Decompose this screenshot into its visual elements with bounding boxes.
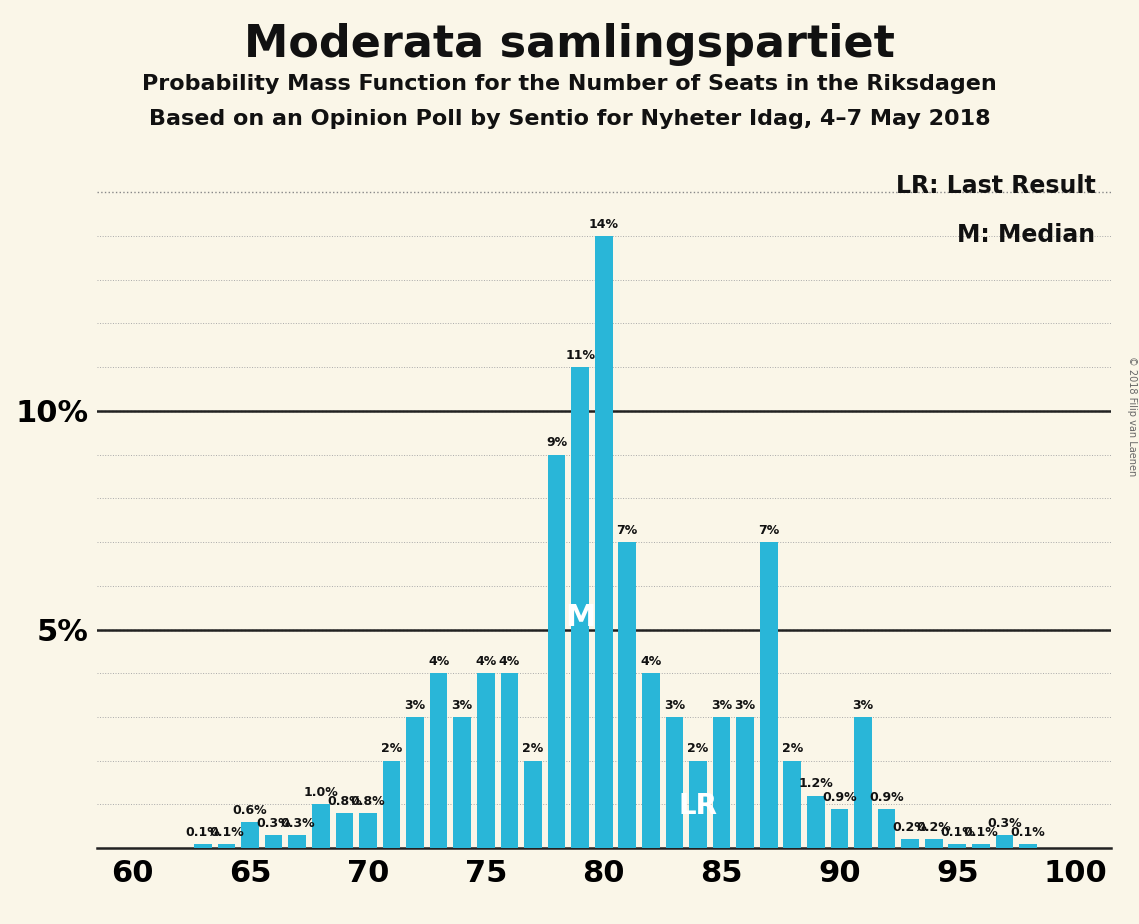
Bar bbox=[288, 835, 306, 848]
Text: 4%: 4% bbox=[499, 655, 521, 668]
Text: M: Median: M: Median bbox=[957, 223, 1096, 247]
Bar bbox=[854, 717, 871, 848]
Bar bbox=[383, 760, 400, 848]
Bar bbox=[689, 760, 707, 848]
Bar bbox=[264, 835, 282, 848]
Text: 2%: 2% bbox=[781, 743, 803, 756]
Text: 0.3%: 0.3% bbox=[280, 817, 314, 830]
Bar bbox=[808, 796, 825, 848]
Bar bbox=[995, 835, 1014, 848]
Text: 4%: 4% bbox=[640, 655, 662, 668]
Bar bbox=[453, 717, 472, 848]
Bar bbox=[830, 808, 849, 848]
Text: 0.2%: 0.2% bbox=[917, 821, 951, 834]
Text: 0.1%: 0.1% bbox=[186, 826, 220, 839]
Text: Moderata samlingspartiet: Moderata samlingspartiet bbox=[244, 23, 895, 67]
Text: 3%: 3% bbox=[664, 699, 685, 711]
Text: 4%: 4% bbox=[475, 655, 497, 668]
Text: 0.1%: 0.1% bbox=[940, 826, 975, 839]
Text: 3%: 3% bbox=[452, 699, 473, 711]
Text: LR: Last Result: LR: Last Result bbox=[895, 175, 1096, 199]
Text: 0.9%: 0.9% bbox=[869, 791, 904, 804]
Bar bbox=[595, 236, 613, 848]
Bar bbox=[972, 844, 990, 848]
Bar bbox=[618, 542, 636, 848]
Text: 9%: 9% bbox=[546, 436, 567, 449]
Bar bbox=[312, 805, 329, 848]
Bar bbox=[194, 844, 212, 848]
Bar bbox=[736, 717, 754, 848]
Bar bbox=[336, 813, 353, 848]
Bar bbox=[925, 840, 943, 848]
Text: LR: LR bbox=[679, 792, 718, 821]
Text: 0.3%: 0.3% bbox=[988, 817, 1022, 830]
Bar bbox=[1019, 844, 1036, 848]
Text: 0.6%: 0.6% bbox=[232, 804, 268, 817]
Bar bbox=[359, 813, 377, 848]
Bar bbox=[784, 760, 801, 848]
Text: 0.8%: 0.8% bbox=[351, 795, 385, 808]
Text: 0.1%: 0.1% bbox=[210, 826, 244, 839]
Text: 0.9%: 0.9% bbox=[822, 791, 857, 804]
Text: 3%: 3% bbox=[852, 699, 874, 711]
Text: 3%: 3% bbox=[711, 699, 732, 711]
Text: 7%: 7% bbox=[759, 524, 779, 537]
Text: 4%: 4% bbox=[428, 655, 449, 668]
Text: Probability Mass Function for the Number of Seats in the Riksdagen: Probability Mass Function for the Number… bbox=[142, 74, 997, 94]
Bar bbox=[241, 822, 259, 848]
Bar bbox=[407, 717, 424, 848]
Bar bbox=[713, 717, 730, 848]
Bar bbox=[524, 760, 542, 848]
Text: 0.1%: 0.1% bbox=[964, 826, 998, 839]
Bar bbox=[665, 717, 683, 848]
Bar bbox=[548, 455, 565, 848]
Text: 1.2%: 1.2% bbox=[798, 777, 834, 791]
Text: 2%: 2% bbox=[523, 743, 543, 756]
Bar bbox=[878, 808, 895, 848]
Bar bbox=[901, 840, 919, 848]
Bar bbox=[642, 674, 659, 848]
Text: 11%: 11% bbox=[565, 348, 595, 362]
Text: 2%: 2% bbox=[380, 743, 402, 756]
Text: 1.0%: 1.0% bbox=[303, 786, 338, 799]
Bar bbox=[218, 844, 236, 848]
Bar bbox=[500, 674, 518, 848]
Bar bbox=[949, 844, 966, 848]
Text: Based on an Opinion Poll by Sentio for Nyheter Idag, 4–7 May 2018: Based on an Opinion Poll by Sentio for N… bbox=[149, 109, 990, 129]
Text: 2%: 2% bbox=[687, 743, 708, 756]
Bar bbox=[760, 542, 778, 848]
Text: 0.1%: 0.1% bbox=[1010, 826, 1046, 839]
Text: 0.3%: 0.3% bbox=[256, 817, 290, 830]
Text: © 2018 Filip van Laenen: © 2018 Filip van Laenen bbox=[1126, 356, 1137, 476]
Text: 3%: 3% bbox=[735, 699, 755, 711]
Bar bbox=[429, 674, 448, 848]
Text: 7%: 7% bbox=[616, 524, 638, 537]
Text: 0.8%: 0.8% bbox=[327, 795, 362, 808]
Text: M: M bbox=[565, 602, 596, 632]
Text: 14%: 14% bbox=[589, 217, 618, 231]
Text: 3%: 3% bbox=[404, 699, 426, 711]
Text: 0.2%: 0.2% bbox=[893, 821, 927, 834]
Bar bbox=[477, 674, 494, 848]
Bar bbox=[572, 367, 589, 848]
